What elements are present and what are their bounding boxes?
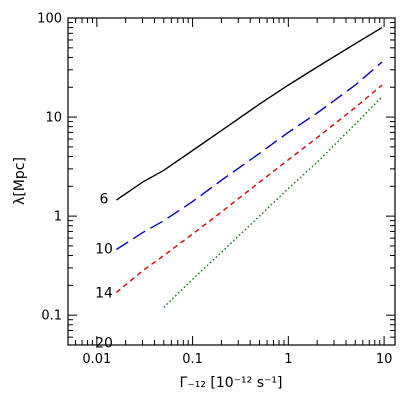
curve-labels-layer: 6 10 14 20 xyxy=(95,192,113,352)
y-tick-label: 10 xyxy=(45,111,62,126)
x-tick-label: 1 xyxy=(284,352,292,367)
ticks-layer xyxy=(67,17,395,346)
curve-label: 14 xyxy=(95,285,113,301)
curve-label: 10 xyxy=(95,242,113,258)
x-tick-label: 0.1 xyxy=(182,352,203,367)
series-line-0 xyxy=(116,27,383,201)
x-tick-label: 10 xyxy=(376,352,393,367)
y-axis-label: λ[Mpc] xyxy=(12,157,28,205)
y-tick-label: 1 xyxy=(54,210,62,225)
y-tick-label: 0.1 xyxy=(41,309,62,324)
y-tick-label: 100 xyxy=(37,12,62,27)
series-line-3 xyxy=(163,96,383,308)
series-layer xyxy=(115,27,383,308)
plot-frame xyxy=(67,17,396,346)
series-line-1 xyxy=(116,61,383,251)
tick-labels-layer: 0.01 0.1 1 10 0.1 1 10 100 xyxy=(37,12,392,368)
curve-label: 6 xyxy=(100,192,109,208)
series-line-2 xyxy=(115,84,383,293)
x-axis-label: Γ₋₁₂ [10⁻¹² s⁻¹] xyxy=(180,375,283,391)
curve-label: 20 xyxy=(95,335,113,351)
x-tick-label: 0.01 xyxy=(82,352,111,367)
